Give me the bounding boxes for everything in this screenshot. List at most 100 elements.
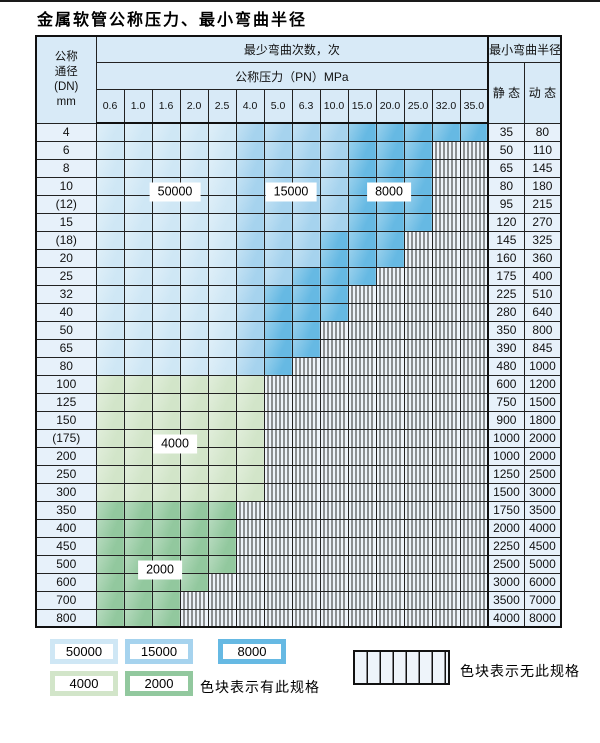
- grid-cell-no-spec: [375, 428, 405, 448]
- grid-cell-no-spec: [403, 464, 433, 484]
- dn-cell: 32: [35, 284, 97, 304]
- grid-cell-g40: [123, 374, 153, 394]
- grid-cell-no-spec: [431, 500, 461, 520]
- grid-cell-b50: [207, 284, 237, 304]
- static-value-cell: 35: [487, 122, 525, 142]
- legend-swatch-4000: 4000: [50, 671, 118, 696]
- grid-cell-no-spec: [347, 410, 377, 430]
- static-value-cell: 95: [487, 194, 525, 214]
- legend-has-spec-text: 色块表示有此规格: [200, 679, 320, 695]
- grid-cell-no-spec: [375, 446, 405, 466]
- grid-cell-no-spec: [319, 554, 349, 574]
- table-row: (18) 145 325: [35, 230, 562, 250]
- grid-cell-b80: [263, 302, 293, 322]
- grid-cell-b80: [459, 122, 489, 142]
- dn-header-cell: 公称 通径 (DN) mm: [35, 35, 97, 124]
- grid-cell-b80: [375, 248, 405, 268]
- grid-cell-no-spec: [459, 446, 489, 466]
- grid-cell-no-spec: [403, 482, 433, 502]
- grid-cell-no-spec: [291, 356, 321, 376]
- grid-cell-b15: [263, 230, 293, 250]
- grid-cell-g40: [235, 410, 265, 430]
- pressure-header: 公称压力（PN）MPa: [95, 62, 489, 90]
- grid-cell-no-spec: [235, 518, 265, 538]
- grid-cell-b50: [207, 248, 237, 268]
- static-value-cell: 750: [487, 392, 525, 412]
- grid-cell-g40: [235, 374, 265, 394]
- grid-cell-b80: [263, 320, 293, 340]
- grid-cell-no-spec: [347, 338, 377, 358]
- grid-cell-no-spec: [375, 302, 405, 322]
- grid-cell-b80: [319, 284, 349, 304]
- grid-cell-b80: [347, 230, 377, 250]
- grid-cell-b15: [291, 158, 321, 178]
- grid-cell-no-spec: [375, 554, 405, 574]
- grid-cell-b15: [235, 356, 265, 376]
- grid-cell-g20: [151, 536, 181, 556]
- grid-cell-no-spec: [235, 590, 265, 610]
- table-row: 600 3000 6000: [35, 572, 562, 592]
- grid-cell-no-spec: [431, 572, 461, 592]
- grid-cell-no-spec: [347, 374, 377, 394]
- grid-cell-no-spec: [459, 284, 489, 304]
- dn-cell: 300: [35, 482, 97, 502]
- table-row: 150 900 1800: [35, 410, 562, 430]
- grid-cell-no-spec: [347, 554, 377, 574]
- static-value-cell: 50: [487, 140, 525, 160]
- grid-cell-g40: [151, 374, 181, 394]
- grid-cell-no-spec: [431, 284, 461, 304]
- grid-cell-g20: [207, 518, 237, 538]
- grid-cell-g40: [95, 392, 125, 412]
- static-value-cell: 145: [487, 230, 525, 250]
- table-row: 125 750 1500: [35, 392, 562, 412]
- grid-cell-no-spec: [291, 374, 321, 394]
- grid-cell-no-spec: [403, 518, 433, 538]
- grid-cell-g40: [179, 374, 209, 394]
- grid-cell-no-spec: [347, 428, 377, 448]
- dynamic-value-cell: 6000: [523, 572, 562, 592]
- dn-cell: (175): [35, 428, 97, 448]
- dn-cell: 350: [35, 500, 97, 520]
- grid-cell-no-spec: [459, 608, 489, 628]
- grid-cell-no-spec: [459, 266, 489, 286]
- grid-cell-no-spec: [375, 374, 405, 394]
- grid-cell-no-spec: [291, 464, 321, 484]
- dn-cell: 450: [35, 536, 97, 556]
- grid-cell-b50: [207, 122, 237, 142]
- dynamic-value-cell: 145: [523, 158, 562, 178]
- grid-cell-no-spec: [375, 266, 405, 286]
- grid-cell-b50: [179, 320, 209, 340]
- pressure-tick: 20.0: [375, 89, 405, 124]
- dynamic-value-cell: 4500: [523, 536, 562, 556]
- grid-cell-b80: [291, 284, 321, 304]
- grid-cell-no-spec: [263, 428, 293, 448]
- dn-cell: 8: [35, 158, 97, 178]
- grid-cell-b15: [291, 230, 321, 250]
- legend-swatch-value: 2000: [130, 676, 188, 691]
- grid-cell-b50: [179, 302, 209, 322]
- grid-cell-no-spec: [459, 428, 489, 448]
- dynamic-value-cell: 1800: [523, 410, 562, 430]
- grid-cell-b80: [291, 302, 321, 322]
- grid-cell-no-spec: [431, 302, 461, 322]
- grid-cell-g20: [123, 608, 153, 628]
- grid-cell-no-spec: [235, 572, 265, 592]
- grid-cell-no-spec: [403, 554, 433, 574]
- grid-cell-b50: [95, 230, 125, 250]
- grid-cell-b50: [95, 248, 125, 268]
- grid-cell-b80: [347, 140, 377, 160]
- cycle-count-label: 15000: [265, 182, 317, 202]
- grid-cell-g40: [123, 428, 153, 448]
- grid-cell-g40: [151, 392, 181, 412]
- grid-cell-b50: [207, 194, 237, 214]
- dynamic-value-cell: 4000: [523, 518, 562, 538]
- grid-cell-no-spec: [431, 554, 461, 574]
- grid-cell-no-spec: [347, 446, 377, 466]
- grid-cell-b80: [403, 158, 433, 178]
- static-value-cell: 65: [487, 158, 525, 178]
- grid-cell-b50: [151, 248, 181, 268]
- grid-cell-no-spec: [291, 482, 321, 502]
- grid-cell-g20: [151, 518, 181, 538]
- grid-cell-no-spec: [179, 608, 209, 628]
- grid-cell-no-spec: [347, 518, 377, 538]
